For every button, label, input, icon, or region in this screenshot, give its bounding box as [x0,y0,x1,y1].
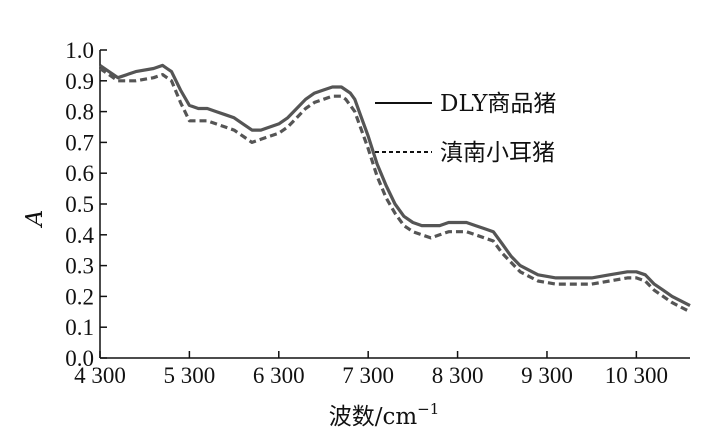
y-tick-label: 0.9 [65,69,94,94]
y-tick-label: 0.6 [65,161,94,186]
legend: DLY商品猪 滇南小耳猪 [375,91,556,166]
series-line-diannan [99,67,691,314]
y-tick-label: 0.0 [65,346,94,371]
x-tick-label: 5 300 [164,363,216,388]
x-tick-label: 6 300 [253,363,305,388]
x-axis-title-text: 波数/cm [329,404,418,430]
x-tick-label: 10 300 [605,363,668,388]
x-ticks: 4 300 5 300 6 300 7 300 8 300 9 300 10 300 [74,351,668,388]
x-tick-label: 9 300 [521,363,573,388]
y-tick-label: 0.4 [65,223,94,248]
y-tick-label: 0.5 [65,192,94,217]
x-axis-title-superscript: −1 [417,400,439,418]
y-tick-label: 1.0 [65,38,94,63]
series-line-dly [99,63,691,308]
y-tick-label: 0.7 [65,130,94,155]
x-tick-label: 7 300 [342,363,394,388]
x-axis-title: 波数/cm−1 [329,400,440,430]
y-tick-label: 0.8 [65,100,94,125]
legend-label-diannan: 滇南小耳猪 [440,140,555,166]
series-layer [99,63,691,314]
y-tick-label: 0.2 [65,284,94,309]
y-ticks: 0.0 0.1 0.2 0.3 0.4 0.5 0.6 0.7 0.8 0.9 1.0 [65,38,107,371]
y-tick-label: 0.1 [65,315,94,340]
x-tick-label: 8 300 [432,363,484,388]
y-tick-label: 0.3 [65,254,94,279]
x-tick-label: 4 300 [74,363,126,388]
y-axis-title: A [22,210,48,229]
legend-label-dly: DLY商品猪 [440,91,556,117]
